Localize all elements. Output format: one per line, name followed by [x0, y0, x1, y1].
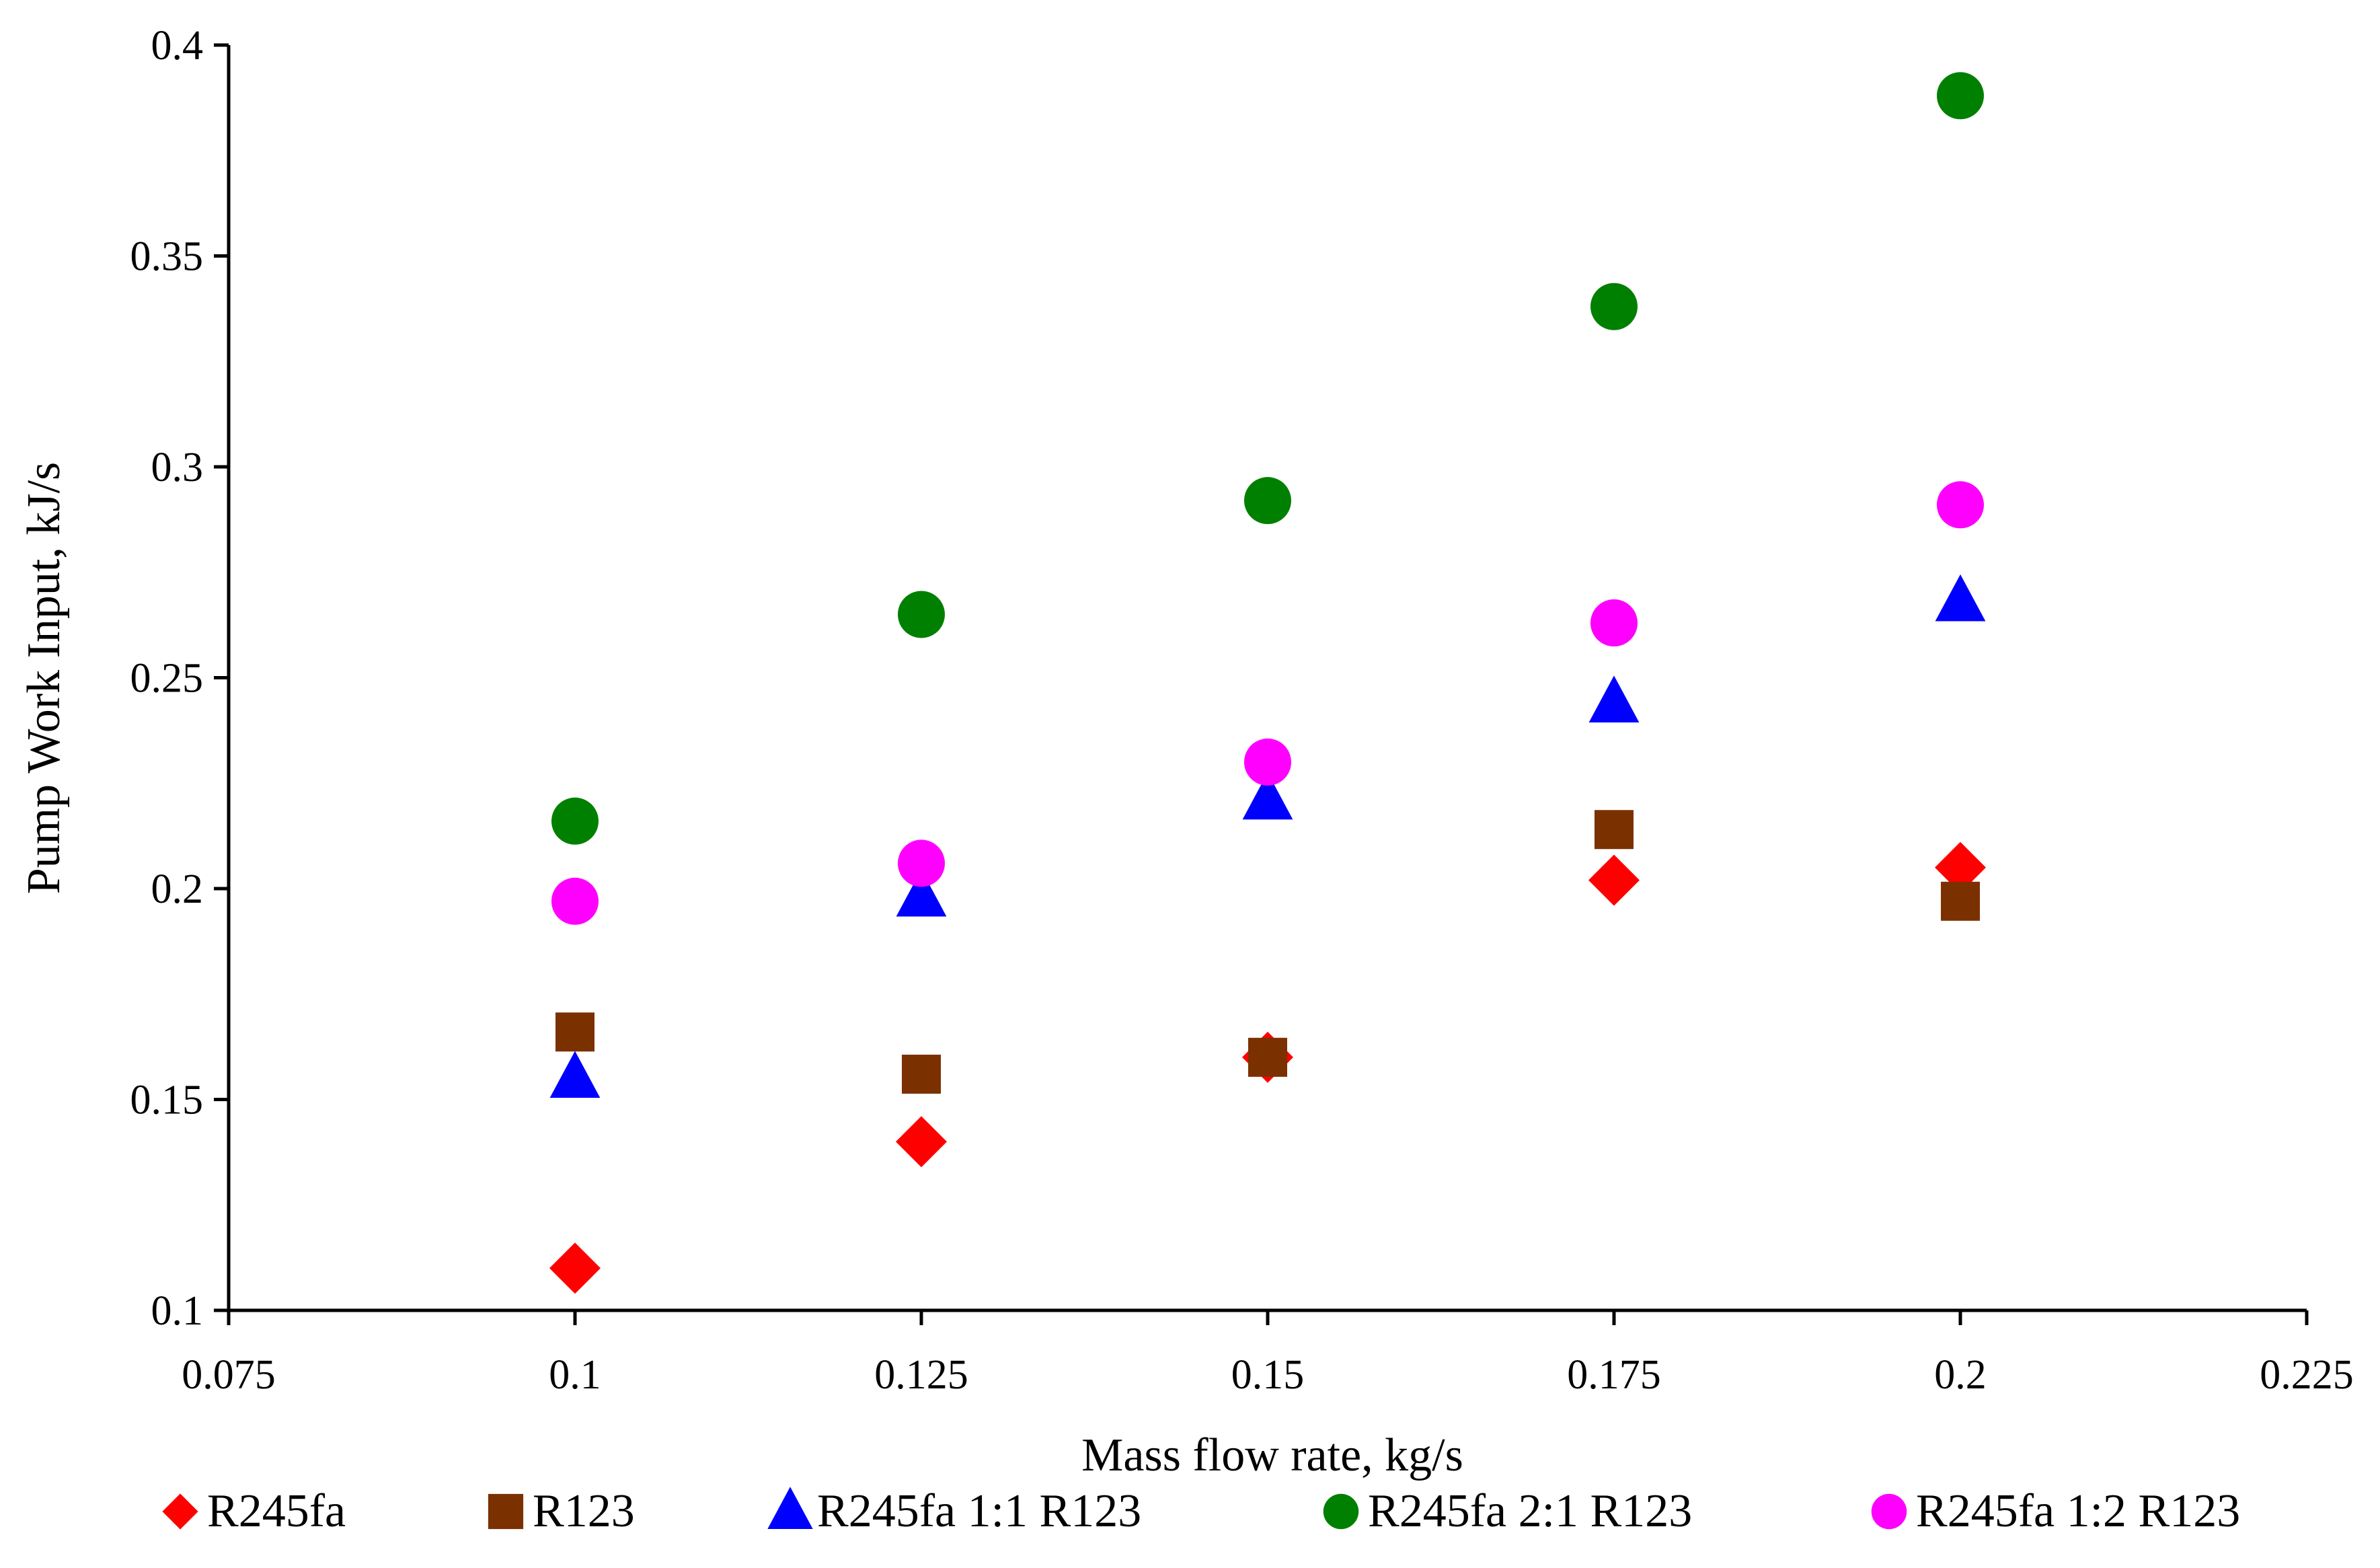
legend-label: R245fa 1:1 R123: [817, 1485, 1141, 1537]
data-point-series-5: [551, 877, 599, 925]
data-point-series-2: [1248, 1037, 1287, 1077]
legend-marker: [162, 1493, 198, 1530]
x-tick-label: 0.075: [182, 1352, 276, 1398]
legend-label: R245fa 1:2 R123: [1916, 1485, 2240, 1537]
data-point-series-2: [1941, 881, 1980, 921]
legend-item: R123: [488, 1485, 635, 1537]
data-point-series-3: [896, 869, 947, 917]
data-point-series-5: [898, 839, 945, 887]
x-axis-title: Mass flow rate, kg/s: [1081, 1429, 1463, 1481]
data-point-series-4: [551, 797, 599, 845]
y-tick-label: 0.1: [151, 1288, 204, 1334]
x-tick-label: 0.15: [1231, 1352, 1305, 1398]
data-point-series-1: [1588, 854, 1640, 906]
legend-marker: [1871, 1493, 1907, 1530]
legend-marker: [488, 1493, 524, 1530]
x-ticks: 0.075 0.1 0.125 0.15 0.175 0.2 0.225: [182, 1310, 2354, 1398]
data-points: [549, 72, 1986, 1294]
x-tick-label: 0.175: [1567, 1352, 1661, 1398]
y-tick-label: 0.35: [130, 234, 204, 280]
x-tick-label: 0.2: [1934, 1352, 1987, 1398]
x-tick-label: 0.1: [549, 1352, 601, 1398]
legend-marker: [1323, 1493, 1359, 1530]
legend-label: R245fa: [207, 1485, 346, 1537]
data-point-series-1: [549, 1242, 601, 1294]
legend-marker: [767, 1487, 813, 1530]
x-tick-label: 0.225: [2260, 1352, 2354, 1398]
data-point-series-4: [1244, 477, 1291, 525]
y-tick-label: 0.25: [130, 656, 204, 702]
y-ticks: 0.1 0.15 0.2 0.25 0.3 0.35 0.4: [130, 23, 229, 1334]
legend-label: R123: [533, 1485, 635, 1537]
y-tick-label: 0.3: [151, 445, 204, 490]
data-point-series-5: [1590, 599, 1638, 646]
y-tick-label: 0.15: [130, 1078, 204, 1123]
data-point-series-5: [1244, 738, 1291, 786]
data-point-series-5: [1937, 481, 1984, 529]
data-point-series-4: [1590, 283, 1638, 330]
y-tick-label: 0.4: [151, 23, 204, 69]
data-point-series-2: [555, 1012, 594, 1052]
data-point-series-2: [1595, 810, 1634, 850]
axes: [227, 45, 2307, 1312]
data-point-series-3: [1935, 574, 1986, 622]
data-point-series-3: [1588, 675, 1640, 723]
y-axis-title: Pump Work Input, kJ/s: [18, 462, 70, 895]
data-point-series-4: [1937, 72, 1984, 120]
data-point-series-1: [1935, 842, 1986, 893]
y-tick-label: 0.2: [151, 866, 204, 912]
legend-label: R245fa 2:1 R123: [1368, 1485, 1692, 1537]
data-point-series-1: [896, 1116, 947, 1168]
legend-item: R245fa 1:1 R123: [767, 1485, 1141, 1537]
legend-item: R245fa: [162, 1485, 346, 1537]
data-point-series-2: [902, 1054, 941, 1094]
legend: R245fa R123 R245fa 1:1 R123 R245fa 2:1 R123…: [162, 1485, 2240, 1537]
data-point-series-4: [898, 591, 945, 638]
x-tick-label: 0.125: [874, 1352, 968, 1398]
legend-item: R245fa 1:2 R123: [1871, 1485, 2240, 1537]
data-point-series-3: [549, 1051, 601, 1098]
data-point-series-3: [1242, 772, 1293, 820]
legend-item: R245fa 2:1 R123: [1323, 1485, 1692, 1537]
